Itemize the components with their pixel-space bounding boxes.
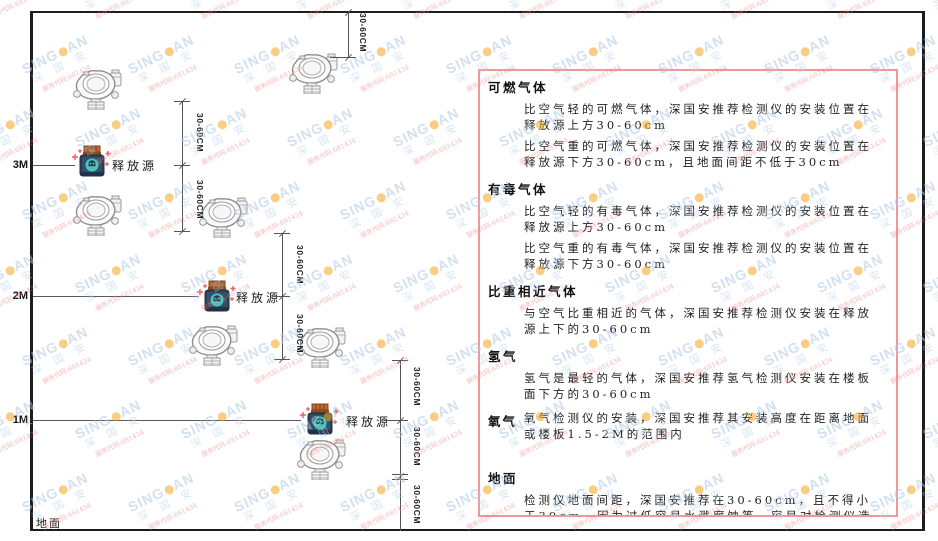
- panel-section: 可燃气体比空气轻的可燃气体，深国安推荐检测仪的安装位置在释放源上方30-60cm…: [488, 77, 884, 170]
- dimension-line: [182, 101, 183, 232]
- panel-section: 氢气 氢气是最轻的气体，深国安推荐氢气检测仪安装在楼板面下方的30-60cm: [488, 346, 884, 402]
- dimension-label: 30-60CM: [412, 485, 422, 525]
- section-paragraph: 比空气轻的可燃气体，深国安推荐检测仪的安装位置在释放源上方30-60cm: [524, 102, 872, 132]
- watermark-brand: SINGAN: [482, 0, 582, 11]
- release-source-label: 释放源: [112, 159, 158, 173]
- gas-detector-icon: [297, 439, 346, 481]
- dimension-label: 30-60CM: [358, 13, 368, 53]
- dimension-label: 30-60CM: [195, 113, 205, 153]
- section-paragraph: 比空气轻的有毒气体，深国安推荐检测仪的安装位置在释放源上方30-60cm: [524, 204, 872, 234]
- axis-mark-3m: 3M: [12, 159, 28, 171]
- section-title: 有毒气体: [488, 182, 549, 197]
- section-paragraph: 氧气检测仪的安装，深国安推荐其安装高度在距离地面或楼板1.5-2M的范围内: [524, 411, 872, 441]
- release-source-2m: [197, 280, 237, 314]
- dimension-tick: [330, 57, 356, 58]
- panel-section: 比重相近气体与空气比重相近的气体，深国安推荐检测仪安装在释放源上下的30-60c…: [488, 281, 884, 337]
- leader-line-2m: [33, 296, 199, 297]
- gas-detector-icon: [289, 53, 338, 95]
- detector-below-source-1m: [295, 438, 347, 481]
- dimension-tick: [384, 420, 408, 421]
- dimension-label: 30-60CM: [195, 180, 205, 220]
- release-source-label: 释放源: [236, 291, 282, 305]
- section-paragraph: 比空气重的可燃气体，深国安推荐检测仪的安装位置在释放源下方30-60cm，且地面…: [524, 139, 872, 169]
- watermark-brand: SINGAN: [0, 0, 52, 11]
- section-title: 氢气: [488, 349, 519, 364]
- watermark-brand: SINGAN: [906, 0, 938, 11]
- section-paragraph: 与空气比重相近的气体，深国安推荐检测仪安装在释放源上下的30-60cm: [524, 306, 872, 336]
- dimension-label: 30-60CM: [295, 245, 305, 285]
- section-title: 氧气: [488, 414, 518, 429]
- dimension-line: [348, 12, 349, 57]
- section-paragraph: 比空气重的有毒气体，深国安推荐检测仪的安装位置在释放源下方30-60cm: [524, 241, 872, 271]
- section-paragraph: 检测仪地面间距，深国安推荐在30-60cm，且不得小于30cm，因为过低容易水溅…: [524, 493, 873, 517]
- axis-mark-2m: 2M: [12, 290, 28, 302]
- watermark-dot-icon: [3, 264, 16, 278]
- leader-line-3m: [33, 165, 75, 166]
- leader-line-1m: [33, 420, 301, 421]
- detector-below-source-2m: [187, 324, 239, 367]
- dimension-line: [400, 360, 401, 531]
- detector-below-source-3m: [71, 194, 123, 237]
- watermark-brand: SINGAN: [800, 0, 900, 11]
- detector-above-source-3m: [71, 68, 123, 111]
- gas-detector-icon: [297, 327, 346, 369]
- detector-above-source-1m: [295, 326, 347, 369]
- release-source-icon: [300, 403, 339, 435]
- gas-detector-icon: [189, 325, 238, 367]
- panel-section: 有毒气体比空气轻的有毒气体，深国安推荐检测仪的安装位置在释放源上方30-60cm…: [488, 179, 884, 272]
- section-title: 地面: [488, 471, 519, 486]
- section-title: 比重相近气体: [488, 284, 579, 299]
- release-source-icon: [72, 145, 111, 177]
- panel-section: 地面 检测仪地面间距，深国安推荐在30-60cm，且不得小于30cm，因为过低容易…: [488, 468, 884, 517]
- dimension-tick: [392, 479, 408, 480]
- section-title: 可燃气体: [488, 80, 549, 95]
- release-source-label: 释放源: [346, 415, 392, 429]
- dimension-label: 30-60CM: [412, 367, 422, 407]
- release-source-icon: [197, 280, 236, 312]
- section-paragraph: 氢气是最轻的气体，深国安推荐氢气检测仪安装在楼板面下方的30-60cm: [524, 371, 872, 401]
- info-panel: 可燃气体比空气轻的可燃气体，深国安推荐检测仪的安装位置在释放源上方30-60cm…: [478, 69, 898, 517]
- watermark-brand: SINGAN: [376, 0, 476, 11]
- room-outline: [30, 11, 925, 531]
- gas-detector-icon: [199, 197, 248, 239]
- gas-detector-icon: [73, 195, 122, 237]
- release-source-1m: [300, 403, 340, 437]
- dimension-label: 30-60CM: [412, 427, 422, 467]
- watermark-brand: SINGAN: [694, 0, 794, 11]
- watermark-dot-icon: [3, 118, 16, 132]
- watermark-brand: SINGAN: [58, 0, 158, 11]
- watermark-brand: SINGAN: [588, 0, 688, 11]
- watermark-brand: SINGAN: [270, 0, 370, 11]
- detector-above-source-2m: [197, 196, 249, 239]
- dimension-label: 30-60CM: [295, 314, 305, 354]
- gas-detector-icon: [73, 69, 122, 111]
- ground-label: 地面: [36, 517, 62, 530]
- release-source-3m: [72, 145, 112, 179]
- watermark-brand: SINGAN: [164, 0, 264, 11]
- panel-section: 氧气 氧气检测仪的安装，深国安推荐其安装高度在距离地面或楼板1.5-2M的范围内: [488, 411, 884, 448]
- axis-mark-1m: 1M: [12, 414, 28, 426]
- detector-below-ceiling: [287, 52, 339, 95]
